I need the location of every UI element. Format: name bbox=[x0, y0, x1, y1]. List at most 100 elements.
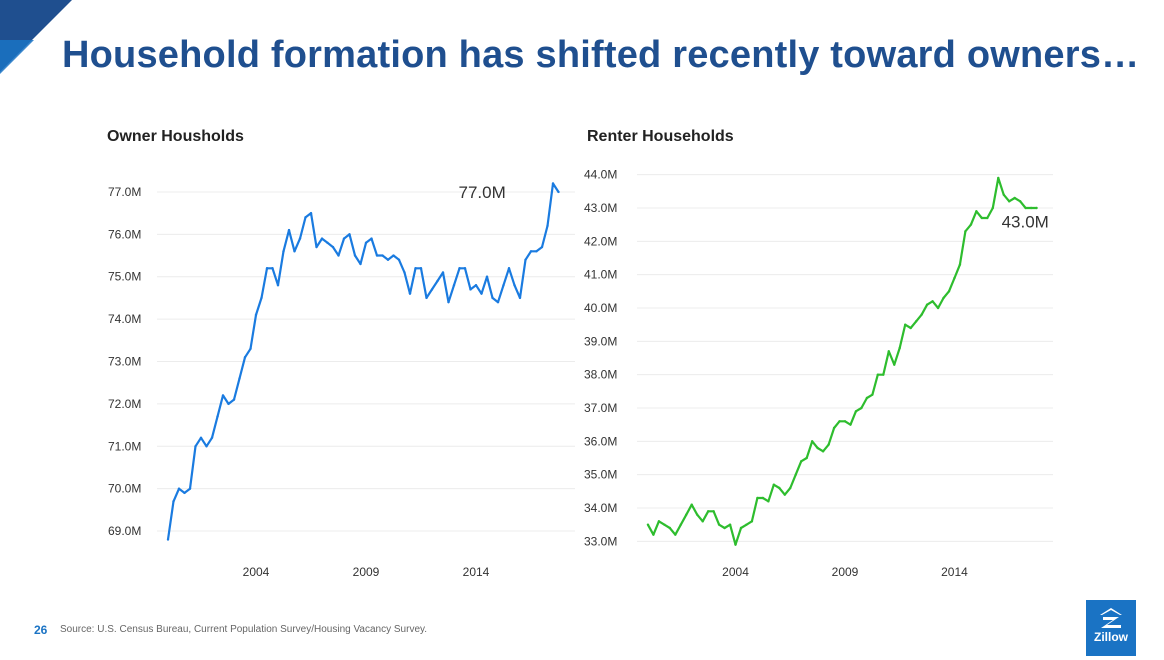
owner-data-point bbox=[447, 300, 450, 304]
renter-y-tick-label: 44.0M bbox=[584, 168, 617, 182]
renter-x-tick-label: 2004 bbox=[722, 565, 749, 579]
owner-data-point bbox=[386, 258, 390, 261]
owner-data-point bbox=[524, 258, 527, 261]
owner-data-point bbox=[353, 254, 357, 257]
slide-title: Household formation has shifted recently… bbox=[62, 34, 1140, 76]
renter-data-point bbox=[657, 520, 661, 523]
owner-data-point bbox=[546, 224, 549, 228]
owner-data-point bbox=[392, 254, 395, 257]
owner-data-point bbox=[436, 279, 439, 283]
renter-y-tick-label: 33.0M bbox=[584, 534, 617, 548]
owner-data-point bbox=[188, 487, 192, 490]
owner-data-point bbox=[199, 436, 203, 439]
renter-data-point bbox=[1018, 200, 1022, 203]
owner-data-point bbox=[243, 356, 247, 359]
corner-accent-shape bbox=[0, 0, 72, 74]
renter-data-point bbox=[1024, 206, 1027, 210]
owner-data-point bbox=[414, 267, 417, 270]
owner-y-tick-label: 74.0M bbox=[108, 312, 141, 326]
renter-data-point bbox=[723, 526, 726, 530]
renter-x-tick-label: 2014 bbox=[941, 565, 968, 579]
renter-data-point bbox=[914, 320, 918, 323]
owner-data-point bbox=[430, 288, 434, 291]
owner-data-point bbox=[221, 394, 225, 397]
owner-data-point bbox=[463, 267, 467, 270]
renter-data-point bbox=[832, 426, 836, 430]
renter-data-point bbox=[931, 300, 934, 303]
owner-data-point bbox=[408, 292, 412, 295]
owner-data-point bbox=[535, 250, 538, 253]
owner-data-point bbox=[469, 288, 472, 291]
renter-y-tick-label: 37.0M bbox=[584, 401, 617, 415]
owner-chart-title: Owner Housholds bbox=[107, 128, 244, 145]
owner-x-tick-label: 2014 bbox=[463, 565, 490, 579]
owner-data-point bbox=[370, 237, 373, 240]
owner-data-point bbox=[304, 216, 307, 219]
footer: 26 Source: U.S. Census Bureau, Current P… bbox=[0, 620, 1164, 660]
renter-y-tick-label: 35.0M bbox=[584, 468, 617, 482]
renter-data-point bbox=[646, 523, 650, 526]
renter-end-value-label: 43.0M bbox=[1002, 212, 1049, 231]
owner-data-point bbox=[348, 233, 351, 236]
renter-y-tick-label: 40.0M bbox=[584, 301, 617, 315]
renter-data-point bbox=[1035, 206, 1038, 210]
owner-data-point bbox=[441, 271, 445, 274]
renter-data-point bbox=[843, 420, 847, 423]
owner-data-point bbox=[210, 436, 214, 439]
owner-data-point bbox=[271, 267, 274, 270]
renter-data-point bbox=[997, 176, 1000, 180]
owner-y-tick-label: 70.0M bbox=[108, 482, 141, 496]
renter-x-tick-label: 2009 bbox=[832, 565, 859, 579]
owner-data-point bbox=[529, 250, 533, 253]
owner-data-point bbox=[381, 254, 384, 257]
renter-series-line bbox=[646, 176, 1037, 546]
owner-data-point bbox=[507, 267, 511, 270]
owner-data-point bbox=[265, 267, 269, 270]
renter-data-point bbox=[904, 323, 907, 326]
renter-data-point bbox=[810, 440, 814, 443]
renter-data-point bbox=[750, 520, 754, 523]
owner-data-point bbox=[249, 347, 252, 350]
renter-data-point bbox=[701, 520, 704, 523]
renter-y-tick-label: 38.0M bbox=[584, 368, 617, 382]
renter-data-point bbox=[860, 406, 863, 410]
renter-data-point bbox=[794, 473, 797, 476]
renter-data-point bbox=[958, 263, 962, 266]
owner-data-point bbox=[419, 267, 423, 270]
zillow-logo: Zillow bbox=[1086, 600, 1136, 656]
renter-data-point bbox=[925, 303, 929, 306]
owner-data-point bbox=[260, 296, 263, 300]
owner-data-point bbox=[518, 296, 522, 300]
owner-x-tick-label: 2009 bbox=[353, 565, 380, 579]
owner-data-point bbox=[166, 538, 170, 541]
owner-data-point bbox=[474, 284, 478, 287]
owner-data-point bbox=[502, 284, 505, 287]
renter-y-tick-label: 43.0M bbox=[584, 201, 617, 215]
owner-data-point bbox=[194, 445, 197, 448]
owner-data-point bbox=[315, 245, 318, 249]
owner-data-point bbox=[254, 313, 258, 317]
renter-data-point bbox=[898, 346, 901, 350]
renter-chart-svg: 33.0M 34.0M 35.0M 36.0M 37.0M 38.0M 39.0M 40.0M… bbox=[584, 168, 1053, 579]
owner-data-point bbox=[172, 500, 175, 503]
renter-data-point bbox=[679, 523, 682, 526]
renter-data-point bbox=[942, 296, 945, 300]
renter-data-point bbox=[696, 513, 699, 516]
renter-data-point bbox=[1029, 206, 1033, 210]
renter-data-point bbox=[865, 396, 869, 400]
logo-wordmark: Zillow bbox=[1094, 630, 1128, 644]
renter-data-point bbox=[887, 350, 890, 353]
owner-data-point bbox=[397, 258, 401, 261]
renter-data-point bbox=[1013, 196, 1016, 200]
owner-data-point bbox=[425, 296, 428, 300]
owner-y-tick-label: 75.0M bbox=[108, 270, 141, 284]
renter-y-tick-label: 41.0M bbox=[584, 268, 617, 282]
renter-data-point bbox=[674, 533, 677, 536]
owner-data-point bbox=[540, 245, 544, 249]
owner-data-point bbox=[458, 267, 461, 270]
owner-data-point bbox=[375, 254, 379, 257]
owner-data-point bbox=[309, 211, 313, 215]
renter-data-point bbox=[789, 486, 792, 490]
renter-data-point bbox=[936, 306, 940, 310]
renter-data-point bbox=[986, 216, 989, 220]
